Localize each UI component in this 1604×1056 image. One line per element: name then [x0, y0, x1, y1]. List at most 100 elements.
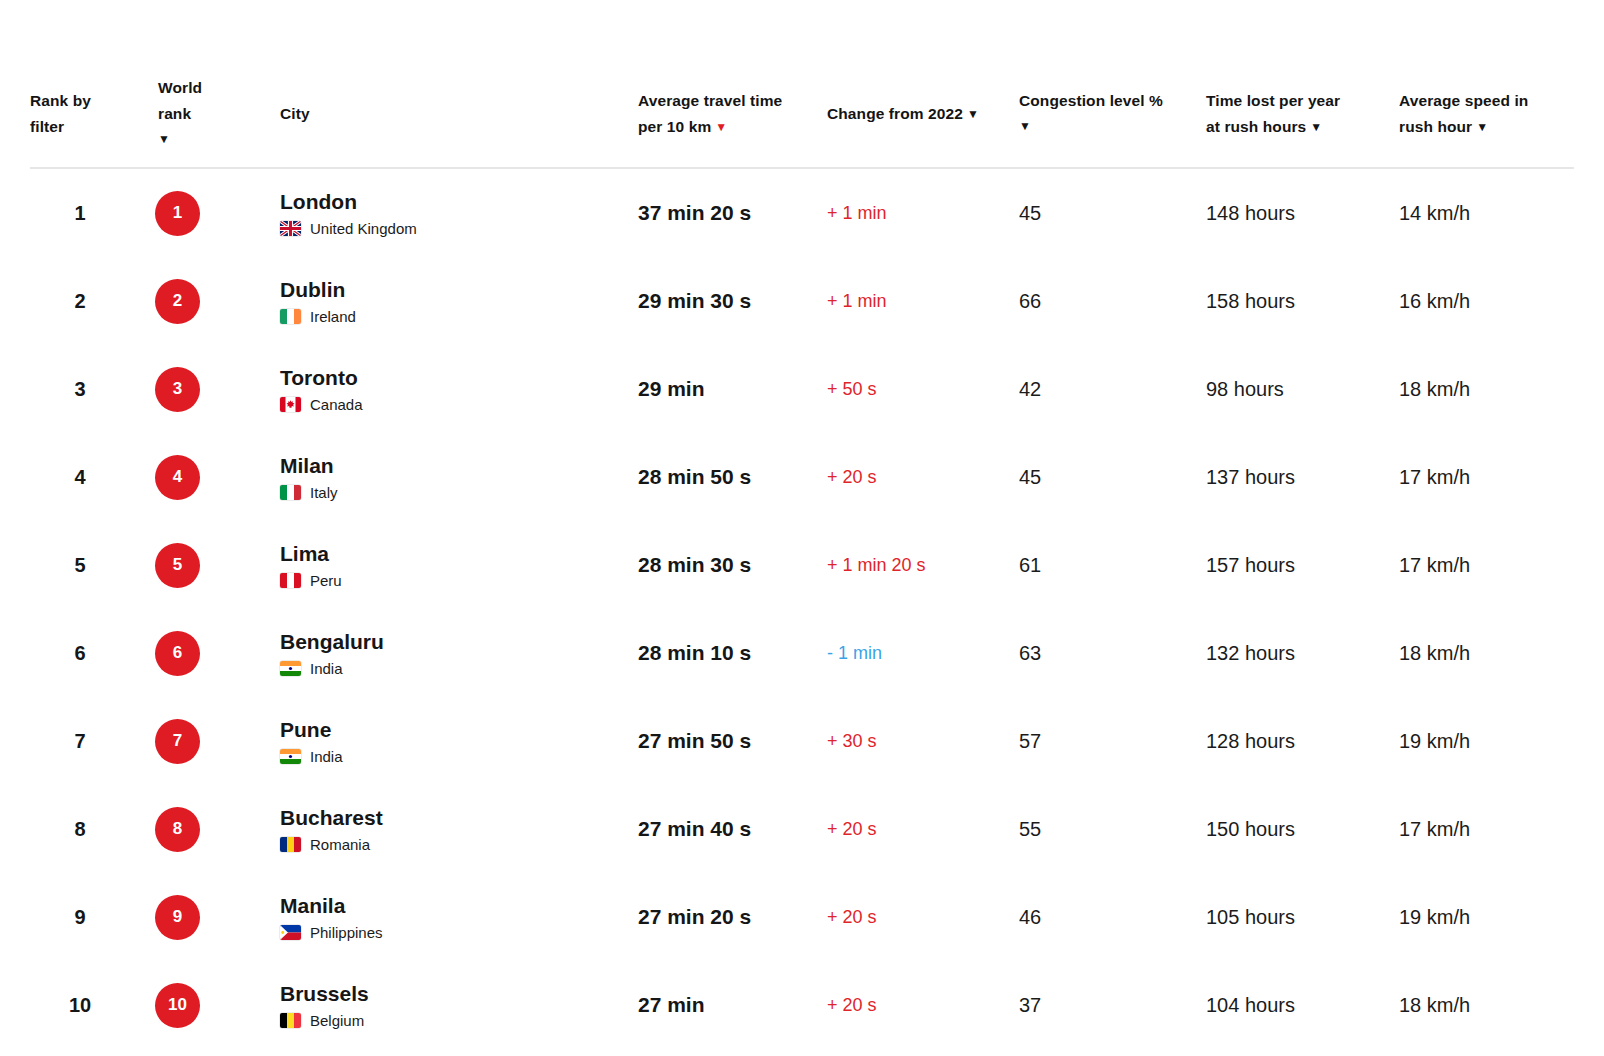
country-name: United Kingdom: [310, 220, 417, 237]
country-flag-icon: [280, 221, 301, 236]
country-name: Belgium: [310, 1012, 364, 1029]
country-name: Canada: [310, 396, 363, 413]
table-row: 1 1 London United Kingdom 37 min 20 s + …: [30, 169, 1604, 257]
table-header: Rank by filter World rank ▼ City Average…: [30, 75, 1604, 153]
world-rank-cell: 2: [130, 279, 225, 324]
change-value: + 50 s: [827, 379, 1019, 400]
sort-descending-icon[interactable]: ▼: [967, 101, 979, 127]
rank-by-filter-value: 2: [30, 290, 130, 313]
column-header-average-travel-time[interactable]: Average travel time per 10 km▼: [638, 88, 827, 141]
column-header-change-from-2022[interactable]: Change from 2022▼: [827, 101, 1019, 128]
table-row: 6 6 Bengaluru India 28 min 10 s - 1 min …: [30, 609, 1604, 697]
city-cell: Bengaluru India: [225, 629, 638, 677]
city-name: Bucharest: [280, 805, 638, 830]
column-label: at rush hours▼: [1206, 114, 1399, 141]
table-row: 4 4 Milan Italy 28 min 50 s + 20 s 45 13…: [30, 433, 1604, 521]
world-rank-badge: 1: [155, 191, 200, 236]
time-lost-value: 158 hours: [1206, 290, 1399, 313]
congestion-value: 45: [1019, 202, 1206, 225]
speed-value: 18 km/h: [1399, 378, 1604, 401]
world-rank-value: 7: [173, 731, 182, 751]
country-line: India: [280, 660, 638, 677]
column-header-world-rank[interactable]: World rank ▼: [130, 75, 225, 153]
rank-by-filter-value: 10: [30, 994, 130, 1017]
travel-time-value: 29 min 30 s: [638, 289, 827, 313]
city-name: Dublin: [280, 277, 638, 302]
country-name: Peru: [310, 572, 342, 589]
world-rank-cell: 5: [130, 543, 225, 588]
country-flag-icon: [280, 485, 301, 500]
country-line: India: [280, 748, 638, 765]
time-lost-value: 148 hours: [1206, 202, 1399, 225]
country-flag-icon: [280, 925, 301, 940]
city-name: Lima: [280, 541, 638, 566]
speed-value: 16 km/h: [1399, 290, 1604, 313]
table-row: 2 2 Dublin Ireland 29 min 30 s + 1 min 6…: [30, 257, 1604, 345]
country-line: Italy: [280, 484, 638, 501]
column-label: rush hour▼: [1399, 114, 1604, 141]
congestion-value: 57: [1019, 730, 1206, 753]
sort-descending-icon-active[interactable]: ▼: [715, 114, 727, 140]
city-cell: Toronto Canada: [225, 365, 638, 413]
column-header-time-lost[interactable]: Time lost per year at rush hours▼: [1206, 88, 1399, 141]
world-rank-value: 5: [173, 555, 182, 575]
world-rank-cell: 9: [130, 895, 225, 940]
column-header-congestion-level[interactable]: Congestion level % ▼: [1019, 88, 1206, 140]
city-cell: Dublin Ireland: [225, 277, 638, 325]
country-flag-icon: [280, 661, 301, 676]
column-label: Congestion level %: [1019, 88, 1206, 114]
country-flag-icon: [280, 309, 301, 324]
country-name: India: [310, 748, 343, 765]
country-line: Philippines: [280, 924, 638, 941]
world-rank-badge: 2: [155, 279, 200, 324]
change-value: + 20 s: [827, 467, 1019, 488]
world-rank-cell: 6: [130, 631, 225, 676]
speed-value: 17 km/h: [1399, 466, 1604, 489]
column-header-rank-by-filter: Rank by filter: [30, 88, 130, 140]
column-label: Average speed in: [1399, 88, 1604, 114]
country-name: Italy: [310, 484, 338, 501]
world-rank-badge: 5: [155, 543, 200, 588]
city-name: Brussels: [280, 981, 638, 1006]
country-flag-icon: [280, 749, 301, 764]
rank-by-filter-value: 3: [30, 378, 130, 401]
sort-descending-icon[interactable]: ▼: [1310, 114, 1322, 140]
column-header-city: City: [225, 101, 638, 127]
time-lost-value: 157 hours: [1206, 554, 1399, 577]
speed-value: 17 km/h: [1399, 554, 1604, 577]
time-lost-value: 105 hours: [1206, 906, 1399, 929]
world-rank-badge: 8: [155, 807, 200, 852]
change-value: + 1 min: [827, 203, 1019, 224]
city-name: Pune: [280, 717, 638, 742]
city-cell: Bucharest Romania: [225, 805, 638, 853]
travel-time-value: 37 min 20 s: [638, 201, 827, 225]
table-row: 9 9 Manila Philippines 27 min 20 s + 20 …: [30, 873, 1604, 961]
world-rank-cell: 8: [130, 807, 225, 852]
country-flag-icon: [280, 573, 301, 588]
rank-by-filter-value: 1: [30, 202, 130, 225]
sort-descending-icon[interactable]: ▼: [158, 126, 225, 152]
travel-time-value: 27 min 20 s: [638, 905, 827, 929]
rank-by-filter-value: 5: [30, 554, 130, 577]
country-line: Peru: [280, 572, 638, 589]
sort-descending-icon[interactable]: ▼: [1019, 113, 1206, 139]
change-value: - 1 min: [827, 643, 1019, 664]
world-rank-badge: 9: [155, 895, 200, 940]
travel-time-value: 27 min 40 s: [638, 817, 827, 841]
rank-by-filter-value: 6: [30, 642, 130, 665]
table-row: 3 3 Toronto Canada 29 min + 50 s 42 98 h…: [30, 345, 1604, 433]
city-name: Toronto: [280, 365, 638, 390]
time-lost-value: 150 hours: [1206, 818, 1399, 841]
sort-descending-icon[interactable]: ▼: [1476, 114, 1488, 140]
change-value: + 30 s: [827, 731, 1019, 752]
world-rank-badge: 6: [155, 631, 200, 676]
city-cell: Pune India: [225, 717, 638, 765]
city-cell: London United Kingdom: [225, 189, 638, 237]
rank-by-filter-value: 7: [30, 730, 130, 753]
country-line: Ireland: [280, 308, 638, 325]
travel-time-value: 28 min 50 s: [638, 465, 827, 489]
column-header-average-speed[interactable]: Average speed in rush hour▼: [1399, 88, 1604, 141]
rank-by-filter-value: 9: [30, 906, 130, 929]
time-lost-value: 128 hours: [1206, 730, 1399, 753]
country-flag-icon: [280, 397, 301, 412]
